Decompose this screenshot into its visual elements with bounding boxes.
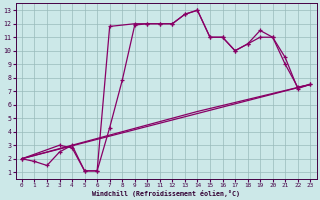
- X-axis label: Windchill (Refroidissement éolien,°C): Windchill (Refroidissement éolien,°C): [92, 190, 240, 197]
